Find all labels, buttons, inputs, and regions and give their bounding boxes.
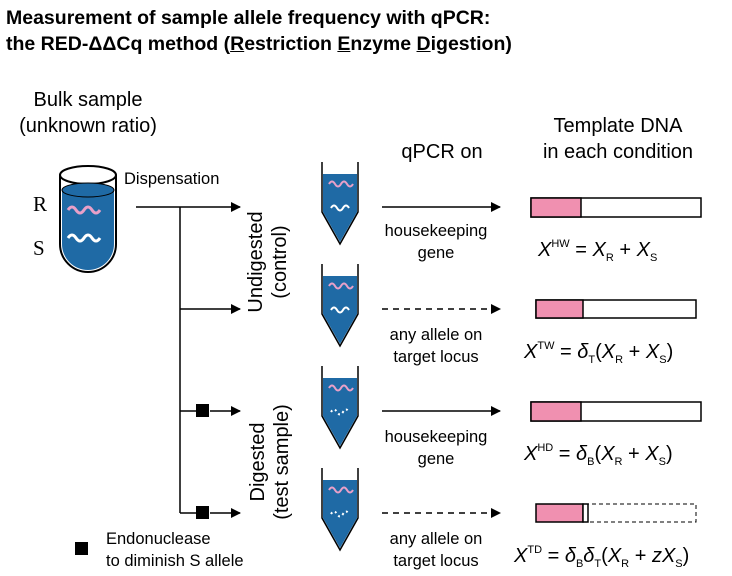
tube-1 <box>321 162 359 246</box>
title-line-1: Measurement of sample allele frequency w… <box>6 7 491 29</box>
qpcr-arrows <box>382 202 501 518</box>
title-line-2: the RED-ΔΔCq method (Restriction Enzyme … <box>6 33 512 55</box>
row1-target: housekeeping gene <box>384 222 488 262</box>
template-bar-tw <box>535 299 697 319</box>
template-bar-td <box>535 503 697 523</box>
row2-target: any allele on target locus <box>389 326 483 366</box>
s-allele-label: S <box>33 236 45 260</box>
enzyme-marker-row3 <box>196 404 209 417</box>
row3-target: housekeeping gene <box>384 428 488 468</box>
tube-4 <box>321 468 359 552</box>
legend-enzyme-marker <box>75 542 88 555</box>
legend-text: Endonuclease to diminish S allele <box>106 530 244 570</box>
tube-3 <box>321 366 359 450</box>
dispensation-label: Dispensation <box>124 170 220 188</box>
template-bar-hw <box>530 197 702 218</box>
r-allele-label: R <box>33 192 48 216</box>
template-subheader: in each condition <box>542 141 694 163</box>
sample-tubes <box>321 162 359 552</box>
bulk-sample-tube <box>59 165 117 273</box>
dispensation-arrows <box>136 202 241 518</box>
equation-td: XTD = δBδT(XR + zXS) <box>514 544 690 570</box>
template-bar-hd <box>530 401 702 422</box>
enzyme-marker-row4 <box>196 506 209 519</box>
equation-tw: XTW = δT(XR + XS) <box>524 340 674 366</box>
bulk-sample-label: Bulk sample <box>33 89 143 111</box>
equation-hw: XHW = XR + XS <box>538 238 658 264</box>
row4-target: any allele on target locus <box>389 530 483 570</box>
qpcr-header: qPCR on <box>401 141 483 163</box>
template-header: Template DNA <box>553 115 683 137</box>
equation-hd: XHD = δB(XR + XS) <box>524 442 673 468</box>
bulk-sample-sublabel: (unknown ratio) <box>19 115 157 137</box>
tube-2 <box>321 264 359 348</box>
